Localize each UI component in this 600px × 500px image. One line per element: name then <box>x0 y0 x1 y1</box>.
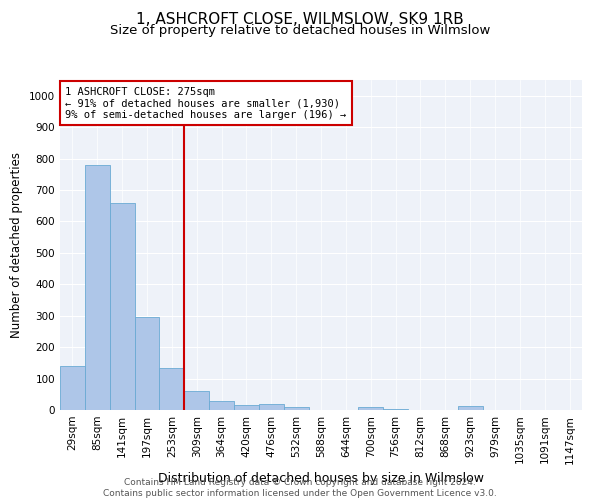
Bar <box>160 368 184 410</box>
Bar <box>60 366 85 410</box>
Bar <box>284 407 308 410</box>
Text: 1, ASHCROFT CLOSE, WILMSLOW, SK9 1RB: 1, ASHCROFT CLOSE, WILMSLOW, SK9 1RB <box>136 12 464 28</box>
Y-axis label: Number of detached properties: Number of detached properties <box>10 152 23 338</box>
Text: Contains HM Land Registry data © Crown copyright and database right 2024.
Contai: Contains HM Land Registry data © Crown c… <box>103 478 497 498</box>
Bar <box>85 166 110 410</box>
Bar <box>209 400 234 410</box>
Bar <box>134 318 160 410</box>
Text: Size of property relative to detached houses in Wilmslow: Size of property relative to detached ho… <box>110 24 490 37</box>
Bar <box>458 406 482 410</box>
Bar <box>383 408 408 410</box>
Bar <box>259 404 284 410</box>
Bar <box>110 202 134 410</box>
Bar <box>234 406 259 410</box>
Text: 1 ASHCROFT CLOSE: 275sqm
← 91% of detached houses are smaller (1,930)
9% of semi: 1 ASHCROFT CLOSE: 275sqm ← 91% of detach… <box>65 86 346 120</box>
Bar <box>184 391 209 410</box>
X-axis label: Distribution of detached houses by size in Wilmslow: Distribution of detached houses by size … <box>158 472 484 485</box>
Bar <box>358 408 383 410</box>
